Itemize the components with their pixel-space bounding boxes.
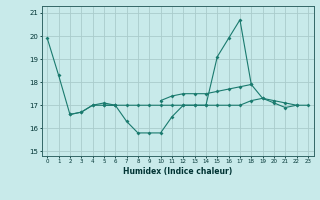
X-axis label: Humidex (Indice chaleur): Humidex (Indice chaleur) — [123, 167, 232, 176]
